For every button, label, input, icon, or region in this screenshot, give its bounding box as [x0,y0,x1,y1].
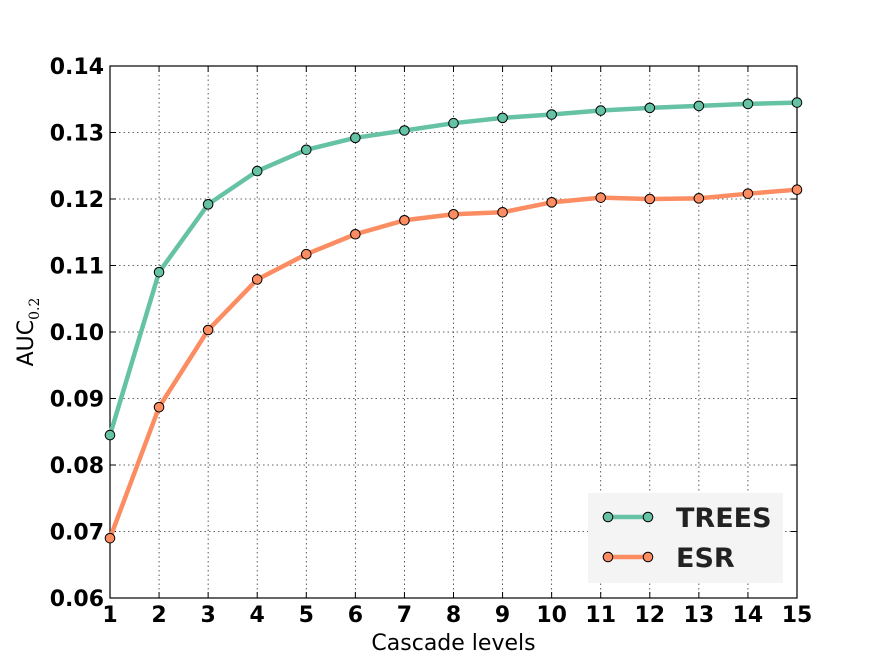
data-point [497,207,508,218]
data-point [644,102,656,114]
y-tick-label: 0.09 [50,388,104,413]
x-tick-label: 10 [536,603,567,628]
x-tick-label: 13 [684,603,715,628]
legend-swatch-marker [602,551,614,563]
data-point [791,97,803,108]
data-point [104,532,116,544]
data-point [693,100,705,112]
data-point [448,208,459,220]
legend-label: TREES [676,503,772,534]
series-esr [104,184,803,544]
data-point [742,188,754,199]
data-point [251,274,263,285]
data-point [300,144,312,156]
y-tick-label: 0.10 [50,321,104,346]
data-point [546,197,557,208]
data-point [300,248,312,260]
y-axis-label-subscript: 0.2 [27,298,43,320]
legend-item-esr: ESR [602,543,735,574]
data-point [546,109,557,120]
x-tick-label: 5 [299,603,314,628]
data-point [350,228,361,240]
y-tick-label: 0.06 [50,587,104,612]
data-point [104,429,116,441]
y-tick-label: 0.11 [50,255,104,280]
y-axis-label: AUC0.2 [14,298,43,367]
x-tick-label: 6 [348,603,363,628]
data-point [153,401,165,413]
x-tick-label: 2 [151,603,166,628]
x-tick-label: 15 [782,603,813,628]
legend-swatch-marker [642,551,654,563]
legend-swatch-marker [602,511,614,523]
series-trees [104,97,803,441]
x-tick-label: 8 [446,603,461,628]
y-tick-label: 0.07 [50,521,104,546]
data-point [399,214,410,226]
y-tick-label: 0.13 [50,122,104,147]
data-point [595,192,607,203]
data-point [497,112,508,124]
x-tick-label: 4 [250,603,265,628]
y-tick-label: 0.12 [50,188,104,213]
legend-box [588,493,783,583]
x-tick-label: 1 [102,603,117,628]
data-point [693,193,705,204]
data-point [202,324,214,336]
legend-swatch-marker [642,511,654,523]
x-tick-label: 3 [200,603,215,628]
x-tick-label: 12 [634,603,665,628]
data-point [399,125,410,136]
axis-ticks: 1 2 3 4 5 6 7 8 9 10 11 12 13 14 150.060.070.080.090.1… [50,55,813,628]
data-point [791,184,803,195]
legend: TREES ESR [588,493,783,583]
data-point [202,199,214,210]
data-point [644,193,656,205]
x-tick-label: 7 [397,603,412,628]
series-group [104,97,803,544]
y-tick-label: 0.14 [50,55,104,80]
y-axis-label-main: AUC [14,320,39,367]
y-tick-label: 0.08 [50,454,104,479]
x-tick-label: 9 [495,603,510,628]
x-tick-label: 11 [585,603,616,628]
legend-item-trees: TREES [602,503,772,534]
data-point [742,98,754,110]
data-point [595,105,607,116]
data-point [251,165,263,177]
x-axis-label: Cascade levels [371,631,535,656]
data-point [350,132,361,144]
x-tick-label: 14 [733,603,764,628]
data-point [448,117,459,129]
data-point [153,266,165,278]
legend-label: ESR [676,543,735,574]
